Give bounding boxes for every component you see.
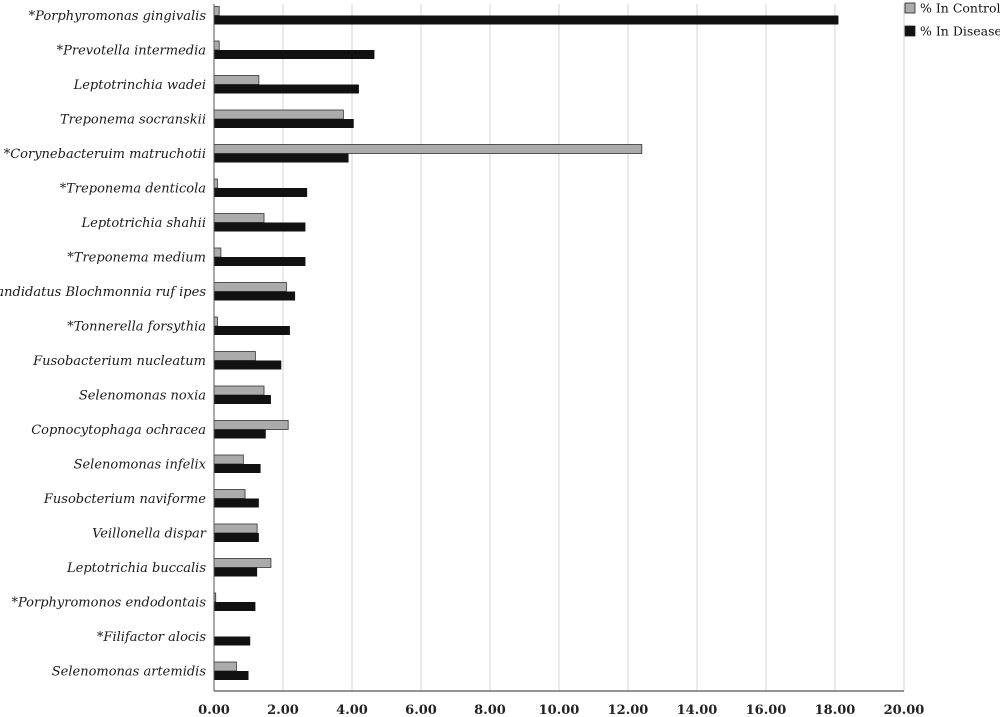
- x-tick-label: 0.00: [198, 703, 230, 717]
- legend-swatch-disease: [904, 25, 916, 37]
- bar-control: [213, 420, 289, 430]
- category-label: Selenomonas infelix: [74, 458, 207, 473]
- category-label: Fusobacterium nucleatum: [32, 354, 206, 369]
- bar-control: [213, 316, 218, 327]
- category-label: *Filifactor alocis: [97, 630, 206, 645]
- x-tick-label: 6.00: [405, 703, 437, 717]
- bar-control: [213, 213, 265, 223]
- bar-control: [213, 523, 258, 534]
- category-label: Selenomonas artemidis: [52, 665, 207, 680]
- x-tick-label: 16.00: [746, 703, 787, 717]
- bar-disease: [214, 533, 259, 542]
- category-label: Leptotrichia shahii: [81, 216, 206, 231]
- bar-control: [213, 385, 265, 396]
- category-label: *Corynebacteruim matruchotii: [4, 147, 206, 162]
- x-tick-label: 18.00: [815, 703, 856, 717]
- bar-disease: [214, 291, 296, 301]
- bar-disease: [214, 395, 271, 404]
- category-label: *Tonnerella forsythia: [67, 320, 206, 335]
- bar-control: [213, 40, 220, 51]
- bar-disease: [214, 498, 259, 508]
- bar-disease: [214, 84, 359, 94]
- bar-disease: [214, 602, 256, 611]
- x-tick-label: 12.00: [608, 703, 649, 717]
- category-label: Treponema socranskii: [60, 113, 206, 128]
- category-label: *Treponema denticola: [60, 182, 206, 197]
- x-tick-label: 20.00: [884, 703, 925, 717]
- bar-disease: [214, 326, 290, 335]
- bar-disease: [214, 15, 839, 25]
- bar-control: [213, 661, 237, 672]
- category-label: Veillonella dispar: [92, 527, 207, 542]
- category-label: *Porphyromonas gingivalis: [29, 9, 207, 24]
- category-label: Leptotrinchia wadei: [73, 78, 206, 93]
- bar-disease: [214, 257, 306, 266]
- bar-control: [213, 178, 218, 189]
- category-label: *Prevotella intermedia: [57, 44, 206, 59]
- category-label: *Treponema medium: [67, 251, 206, 266]
- bar-control: [213, 109, 344, 120]
- bar-control: [213, 282, 287, 292]
- bar-control: [213, 247, 222, 258]
- category-label: Fusobcterium naviforme: [43, 492, 206, 507]
- bar-disease: [214, 429, 266, 439]
- bars: [213, 6, 839, 680]
- gridlines: [282, 4, 905, 691]
- bar-disease: [214, 360, 282, 370]
- category-label: Copnocytophaga ochracea: [31, 423, 206, 438]
- bar-control: [213, 6, 220, 16]
- category-label: *Porphyromonos endodontais: [11, 596, 206, 611]
- category-label: Selenomonas noxia: [79, 389, 206, 404]
- bar-disease: [214, 222, 306, 232]
- category-label: Leptotrichia buccalis: [66, 561, 206, 576]
- category-label: Candidatus Blochmonnia ruf ipes: [0, 285, 206, 300]
- legend-label-control: % In Control: [920, 1, 1000, 16]
- legend: % In Control % In Disease: [904, 1, 1000, 39]
- bar-control: [213, 144, 643, 154]
- legend-label-disease: % In Disease: [920, 24, 1000, 39]
- bar-disease: [214, 50, 375, 59]
- x-tick-label: 8.00: [474, 703, 506, 717]
- legend-swatch-control: [904, 2, 916, 14]
- bar-control: [213, 489, 246, 499]
- bar-control: [213, 454, 244, 465]
- bar-disease: [214, 671, 249, 680]
- bar-control: [213, 351, 256, 361]
- x-tick-label: 10.00: [539, 703, 580, 717]
- bar-control: [213, 75, 260, 85]
- bar-disease: [214, 464, 261, 473]
- bar-disease: [214, 567, 258, 577]
- x-tick-label: 14.00: [677, 703, 718, 717]
- category-labels: *Porphyromonas gingivalis *Prevotella int…: [0, 9, 207, 680]
- bar-control: [213, 558, 272, 568]
- bar-disease: [214, 188, 308, 197]
- x-tick-label: 2.00: [267, 703, 299, 717]
- x-axis: 0.00 2.00 4.00 6.00 8.00 10.00 12.00 14.00 16.00…: [198, 4, 924, 717]
- bar-disease: [214, 153, 349, 163]
- bar-disease: [214, 636, 251, 646]
- x-tick-label: 4.00: [336, 703, 368, 717]
- bar-disease: [214, 119, 354, 128]
